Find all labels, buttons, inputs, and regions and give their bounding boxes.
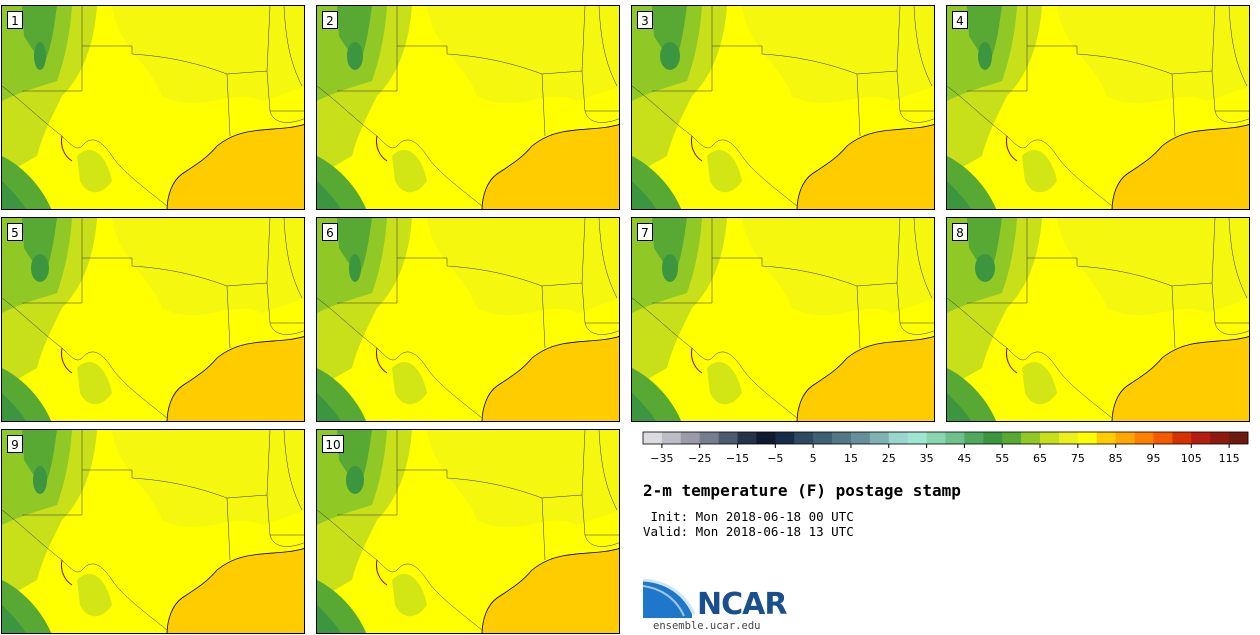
colorbar-swatch bbox=[832, 432, 852, 444]
ensemble-member-panel: 4 bbox=[946, 5, 1250, 210]
colorbar-swatch bbox=[1002, 432, 1022, 444]
colorbar-tick-label: 45 bbox=[957, 452, 971, 465]
colorbar-swatch bbox=[794, 432, 814, 444]
member-number-label: 7 bbox=[637, 223, 653, 241]
colorbar-frame bbox=[642, 431, 1249, 445]
member-number-label: 1 bbox=[7, 11, 23, 29]
colorbar-swatch bbox=[1172, 432, 1192, 444]
colorbar-swatch bbox=[813, 432, 833, 444]
plot-title: 2-m temperature (F) postage stamp bbox=[643, 481, 961, 500]
colorbar-swatch bbox=[756, 432, 776, 444]
member-number-label: 3 bbox=[637, 11, 653, 29]
member-number-label: 9 bbox=[7, 435, 23, 453]
temperature-map bbox=[947, 6, 1249, 209]
colorbar-tick-label: 55 bbox=[995, 452, 1009, 465]
member-number-label: 5 bbox=[7, 223, 23, 241]
colorbar-swatch bbox=[983, 432, 1003, 444]
colorbar-tick-label: −5 bbox=[767, 452, 783, 465]
ncar-logo-icon bbox=[642, 578, 696, 618]
colorbar-tick-label: −35 bbox=[650, 452, 673, 465]
temperature-map bbox=[2, 6, 304, 209]
colorbar-tick-label: 105 bbox=[1181, 452, 1202, 465]
temperature-colorbar: −35 −25 −15 −5 5 15 25 35 45 55 65 75 85 95 105 115 bbox=[642, 431, 1249, 465]
temperature-map bbox=[2, 430, 304, 633]
colorbar-swatch bbox=[888, 432, 908, 444]
temperature-map bbox=[632, 6, 934, 209]
member-number-label: 8 bbox=[952, 223, 968, 241]
colorbar-swatch bbox=[643, 432, 663, 444]
colorbar-swatch bbox=[718, 432, 738, 444]
member-number-label: 10 bbox=[322, 435, 344, 453]
colorbar-tick-label: 65 bbox=[1033, 452, 1047, 465]
temperature-map bbox=[317, 218, 619, 421]
ensemble-member-panel: 5 bbox=[1, 217, 305, 422]
colorbar-tick-label: 5 bbox=[810, 452, 817, 465]
ensemble-member-panel: 10 bbox=[316, 429, 620, 634]
colorbar-swatch bbox=[1191, 432, 1211, 444]
colorbar-swatch bbox=[1058, 432, 1079, 444]
temperature-map bbox=[2, 218, 304, 421]
member-number-label: 6 bbox=[322, 223, 338, 241]
colorbar-swatch bbox=[1134, 432, 1154, 444]
colorbar-tick-label: 75 bbox=[1071, 452, 1085, 465]
colorbar-swatch bbox=[1115, 432, 1135, 444]
ensemble-member-panel: 2 bbox=[316, 5, 620, 210]
ensemble-member-panel: 6 bbox=[316, 217, 620, 422]
ensemble-member-panel: 7 bbox=[631, 217, 935, 422]
temperature-map bbox=[947, 218, 1249, 421]
init-time: Init: Mon 2018-06-18 00 UTC bbox=[643, 509, 854, 524]
colorbar-tick-label: 25 bbox=[882, 452, 896, 465]
colorbar-swatch bbox=[775, 432, 795, 444]
colorbar-swatch bbox=[1077, 432, 1098, 444]
ncar-logo-text: NCAR bbox=[697, 587, 787, 622]
colorbar-tick-label: 95 bbox=[1146, 452, 1160, 465]
colorbar-swatch bbox=[680, 432, 701, 444]
colorbar-swatch bbox=[926, 432, 946, 444]
ensemble-url: ensemble.ucar.edu bbox=[653, 620, 761, 632]
colorbar-swatch bbox=[1021, 432, 1041, 444]
ensemble-member-panel: 1 bbox=[1, 5, 305, 210]
temperature-map bbox=[317, 6, 619, 209]
colorbar-swatch bbox=[1096, 432, 1116, 444]
ensemble-member-panel: 3 bbox=[631, 5, 935, 210]
temperature-map bbox=[317, 430, 619, 633]
colorbar-tick-label: 35 bbox=[920, 452, 934, 465]
colorbar-swatch bbox=[1040, 432, 1060, 444]
member-number-label: 2 bbox=[322, 11, 338, 29]
valid-time: Valid: Mon 2018-06-18 13 UTC bbox=[643, 524, 854, 539]
colorbar-swatch bbox=[850, 432, 871, 444]
colorbar-svg: −35 −25 −15 −5 5 15 25 35 45 55 65 75 85 95 105 115 bbox=[642, 431, 1249, 465]
ensemble-member-panel: 9 bbox=[1, 429, 305, 634]
colorbar-swatch bbox=[907, 432, 927, 444]
colorbar-tick-label: 115 bbox=[1219, 452, 1240, 465]
colorbar-tick-label: 15 bbox=[844, 452, 858, 465]
colorbar-swatch bbox=[699, 432, 719, 444]
colorbar-swatch bbox=[945, 432, 965, 444]
colorbar-swatch bbox=[869, 432, 890, 444]
colorbar-tick-label: 85 bbox=[1109, 452, 1123, 465]
colorbar-swatch bbox=[1229, 432, 1249, 444]
ensemble-member-panel: 8 bbox=[946, 217, 1250, 422]
colorbar-tick-label: −15 bbox=[726, 452, 749, 465]
colorbar-swatch bbox=[964, 432, 984, 444]
colorbar-swatch bbox=[1210, 432, 1230, 444]
colorbar-tick-label: −25 bbox=[688, 452, 711, 465]
colorbar-swatch bbox=[737, 432, 757, 444]
temperature-map bbox=[632, 218, 934, 421]
member-number-label: 4 bbox=[952, 11, 968, 29]
colorbar-swatch bbox=[661, 432, 682, 444]
colorbar-swatch bbox=[1153, 432, 1173, 444]
